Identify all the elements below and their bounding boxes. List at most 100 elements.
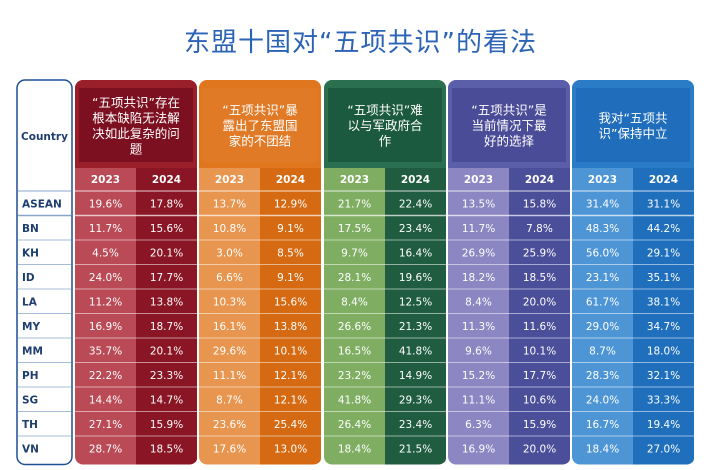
cell-LA-0: 11.2% [89, 296, 122, 308]
group-4-header-band-fill [572, 158, 694, 168]
cell-KH-1: 20.1% [150, 247, 183, 259]
row-KH-label: KH [22, 247, 39, 259]
cell-TH-7: 15.9% [523, 419, 556, 431]
cell-TH-6: 6.3% [465, 419, 492, 431]
cell-LA-4: 8.4% [341, 296, 368, 308]
cell-TH-0: 27.1% [89, 419, 122, 431]
row-ASEAN-label: ASEAN [22, 198, 62, 210]
row-MM-label: MM [22, 345, 43, 357]
cell-ID-5: 19.6% [399, 272, 432, 284]
cell-LA-8: 61.7% [586, 296, 619, 308]
cell-MM-9: 18.0% [647, 345, 680, 357]
group-1-label-line-0: “五项共识”暴 [222, 103, 298, 118]
cell-PH-8: 28.3% [586, 370, 619, 382]
cell-BN-7: 7.8% [526, 223, 553, 235]
cell-ID-2: 6.6% [216, 272, 243, 284]
group-2-year-2024: 2024 [401, 174, 430, 186]
cell-LA-5: 12.5% [399, 296, 432, 308]
row-TH-label: TH [22, 419, 38, 431]
cell-MY-2: 16.1% [213, 321, 246, 333]
cell-ASEAN-7: 15.8% [523, 198, 556, 210]
row-header-label: Country [21, 131, 68, 143]
cell-VN-1: 18.5% [150, 443, 183, 455]
group-1-label-line-1: 露出了东盟国 [222, 118, 297, 133]
group-2-label-line-0: “五项共识”难 [347, 103, 422, 118]
cell-BN-4: 17.5% [338, 223, 371, 235]
group-3-header-band-fill [448, 158, 570, 168]
cell-LA-9: 38.1% [647, 296, 680, 308]
group-4-year-2024: 2024 [649, 174, 678, 186]
cell-TH-8: 16.7% [586, 419, 619, 431]
cell-ASEAN-6: 13.5% [462, 198, 495, 210]
cell-KH-3: 8.5% [277, 247, 304, 259]
cell-MM-8: 8.7% [589, 345, 616, 357]
cell-MM-5: 41.8% [399, 345, 432, 357]
group-0-header-box [79, 88, 193, 162]
cell-LA-7: 20.0% [523, 296, 556, 308]
cell-MY-1: 18.7% [150, 321, 183, 333]
cell-PH-6: 15.2% [462, 370, 495, 382]
group-1-header-band-fill [199, 158, 321, 168]
group-4-year-2023: 2023 [588, 174, 617, 186]
row-ID-label: ID [22, 272, 35, 284]
group-4-header-box [576, 88, 690, 162]
group-4-label-line-1: 识”保持中立 [599, 126, 668, 141]
cell-PH-5: 14.9% [399, 370, 432, 382]
cell-ID-0: 24.0% [89, 272, 122, 284]
cell-PH-2: 11.1% [213, 370, 246, 382]
cell-LA-2: 10.3% [213, 296, 246, 308]
cell-TH-9: 19.4% [647, 419, 680, 431]
group-4-col-2024-cap-fill [633, 452, 653, 465]
country-column-frame [16, 79, 73, 466]
cell-BN-6: 11.7% [462, 223, 495, 235]
cell-MY-0: 16.9% [89, 321, 122, 333]
cell-LA-3: 15.6% [274, 296, 307, 308]
cell-VN-6: 16.9% [462, 443, 495, 455]
cell-ID-4: 28.1% [338, 272, 371, 284]
cell-PH-9: 32.1% [647, 370, 680, 382]
cell-SG-7: 10.6% [523, 394, 556, 406]
group-1-label-line-2: 家的不团结 [229, 134, 292, 149]
row-PH-label: PH [22, 370, 38, 382]
row-LA-label: LA [22, 296, 38, 308]
group-2-label-line-1: 以与军政府合 [347, 118, 423, 133]
cell-TH-2: 23.6% [213, 419, 246, 431]
cell-KH-5: 16.4% [399, 247, 432, 259]
cell-BN-3: 9.1% [277, 223, 304, 235]
cell-PH-0: 22.2% [89, 370, 122, 382]
cell-ASEAN-2: 13.7% [213, 198, 246, 210]
group-3-label-line-2: 好的选择 [484, 134, 535, 149]
cell-KH-6: 26.9% [462, 247, 495, 259]
cell-MM-2: 29.6% [213, 345, 246, 357]
row-SG-label: SG [22, 394, 38, 406]
group-2-col-2024-cap-fill [385, 452, 405, 465]
group-3-col-2024-cap-fill [509, 452, 529, 465]
cell-MM-0: 35.7% [89, 345, 122, 357]
cell-MY-3: 13.8% [274, 321, 307, 333]
row-MY-label: MY [22, 321, 40, 333]
cell-KH-7: 25.9% [523, 247, 556, 259]
cell-MY-6: 11.3% [462, 321, 495, 333]
cell-ASEAN-1: 17.8% [150, 198, 183, 210]
cell-ID-1: 17.7% [150, 272, 183, 284]
cell-SG-1: 14.7% [150, 394, 183, 406]
group-2-header-band-fill [324, 158, 446, 168]
group-0-col-2024-cap-fill [136, 452, 156, 465]
cell-MM-4: 16.5% [338, 345, 371, 357]
cell-ID-6: 18.2% [462, 272, 495, 284]
group-3-label-line-0: “五项共识”是 [471, 103, 547, 118]
cell-PH-4: 23.2% [338, 370, 371, 382]
cell-TH-5: 23.4% [399, 419, 432, 431]
cell-MM-1: 20.1% [150, 345, 183, 357]
cell-SG-4: 41.8% [338, 394, 371, 406]
cell-MY-5: 21.3% [399, 321, 432, 333]
group-2-label-line-2: 作 [379, 134, 392, 149]
cell-BN-2: 10.8% [213, 223, 246, 235]
group-3-label-line-1: 当前情况下最 [471, 118, 547, 133]
group-2-year-2023: 2023 [340, 174, 369, 186]
cell-ASEAN-5: 22.4% [399, 198, 432, 210]
cell-SG-2: 8.7% [216, 394, 243, 406]
cell-ID-8: 23.1% [586, 272, 619, 284]
cell-VN-7: 20.0% [523, 443, 556, 455]
cell-VN-5: 21.5% [399, 443, 432, 455]
